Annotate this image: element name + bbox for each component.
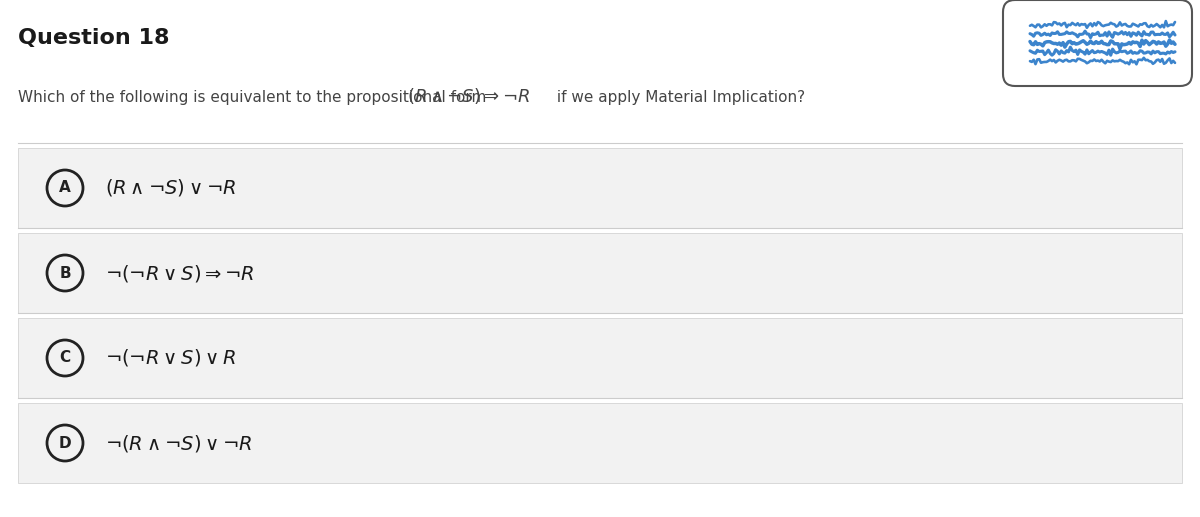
Text: A: A [59, 180, 71, 195]
Text: Which of the following is equivalent to the propositional form: Which of the following is equivalent to … [18, 90, 491, 105]
Text: C: C [60, 351, 71, 366]
Text: if we apply Material Implication?: if we apply Material Implication? [552, 90, 805, 105]
FancyBboxPatch shape [18, 148, 1182, 228]
Text: Question 18: Question 18 [18, 28, 169, 48]
Text: $\neg(\neg R\vee S)\Rightarrow\neg R$: $\neg(\neg R\vee S)\Rightarrow\neg R$ [106, 263, 254, 283]
FancyBboxPatch shape [18, 233, 1182, 313]
Text: $(R\wedge\neg S)\vee\neg R$: $(R\wedge\neg S)\vee\neg R$ [106, 177, 236, 199]
Text: $\neg(\neg R\vee S)\vee R$: $\neg(\neg R\vee S)\vee R$ [106, 347, 236, 369]
Text: $\neg(R\wedge\neg S)\vee\neg R$: $\neg(R\wedge\neg S)\vee\neg R$ [106, 433, 253, 453]
Text: B: B [59, 266, 71, 281]
FancyBboxPatch shape [18, 318, 1182, 398]
Text: D: D [59, 435, 71, 450]
FancyBboxPatch shape [1003, 0, 1192, 86]
FancyBboxPatch shape [18, 403, 1182, 483]
Text: $(R\wedge\neg S)\Rightarrow\neg R$: $(R\wedge\neg S)\Rightarrow\neg R$ [407, 86, 530, 106]
